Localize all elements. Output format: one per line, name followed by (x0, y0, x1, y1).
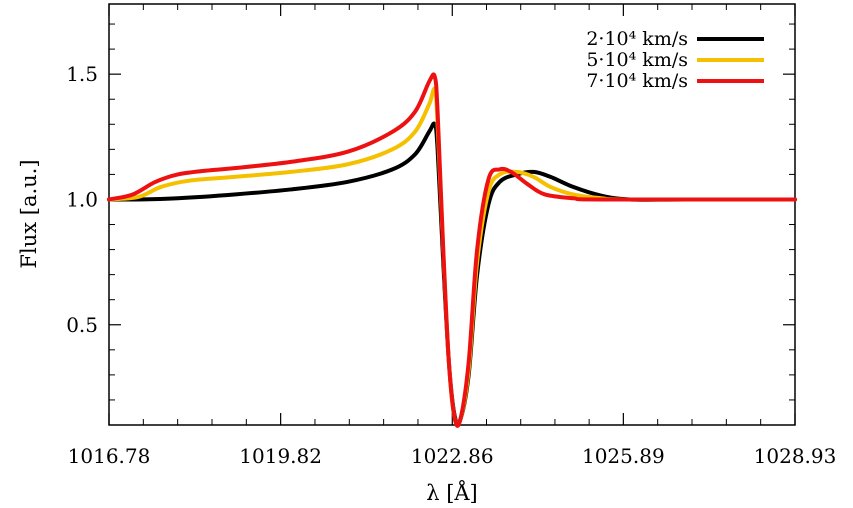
series-line-2 (107, 86, 797, 428)
y-axis-label: Flux [a.u.] (17, 159, 41, 268)
plot-area (107, 3, 797, 428)
legend: 2·10⁴ km/s5·10⁴ km/s7·10⁴ km/s (586, 28, 764, 92)
x-tick-labels: 1016.78 1019.82 1022.86 1025.89 1028.93 (68, 444, 837, 468)
legend-label-1: 2·10⁴ km/s (586, 28, 688, 50)
x-tick-label: 1016.78 (68, 444, 151, 468)
y-tick-label: 0.5 (66, 313, 98, 337)
series-lines (107, 72, 797, 428)
y-tick-labels: 0.5 1.0 1.5 (66, 62, 98, 337)
x-axis-label: λ [Å] (426, 480, 478, 505)
y-tick-label: 1.0 (66, 187, 98, 211)
x-tick-label: 1019.82 (239, 444, 322, 468)
legend-label-2: 5·10⁴ km/s (586, 49, 688, 71)
axis-ticks (108, 4, 796, 426)
x-tick-label: 1025.89 (582, 444, 665, 468)
legend-label-3: 7·10⁴ km/s (586, 70, 688, 92)
plot-frame (108, 3, 796, 426)
series-line-3 (107, 72, 797, 428)
y-tick-label: 1.5 (66, 62, 98, 86)
x-tick-label: 1028.93 (754, 444, 837, 468)
x-tick-label: 1022.86 (411, 444, 494, 468)
